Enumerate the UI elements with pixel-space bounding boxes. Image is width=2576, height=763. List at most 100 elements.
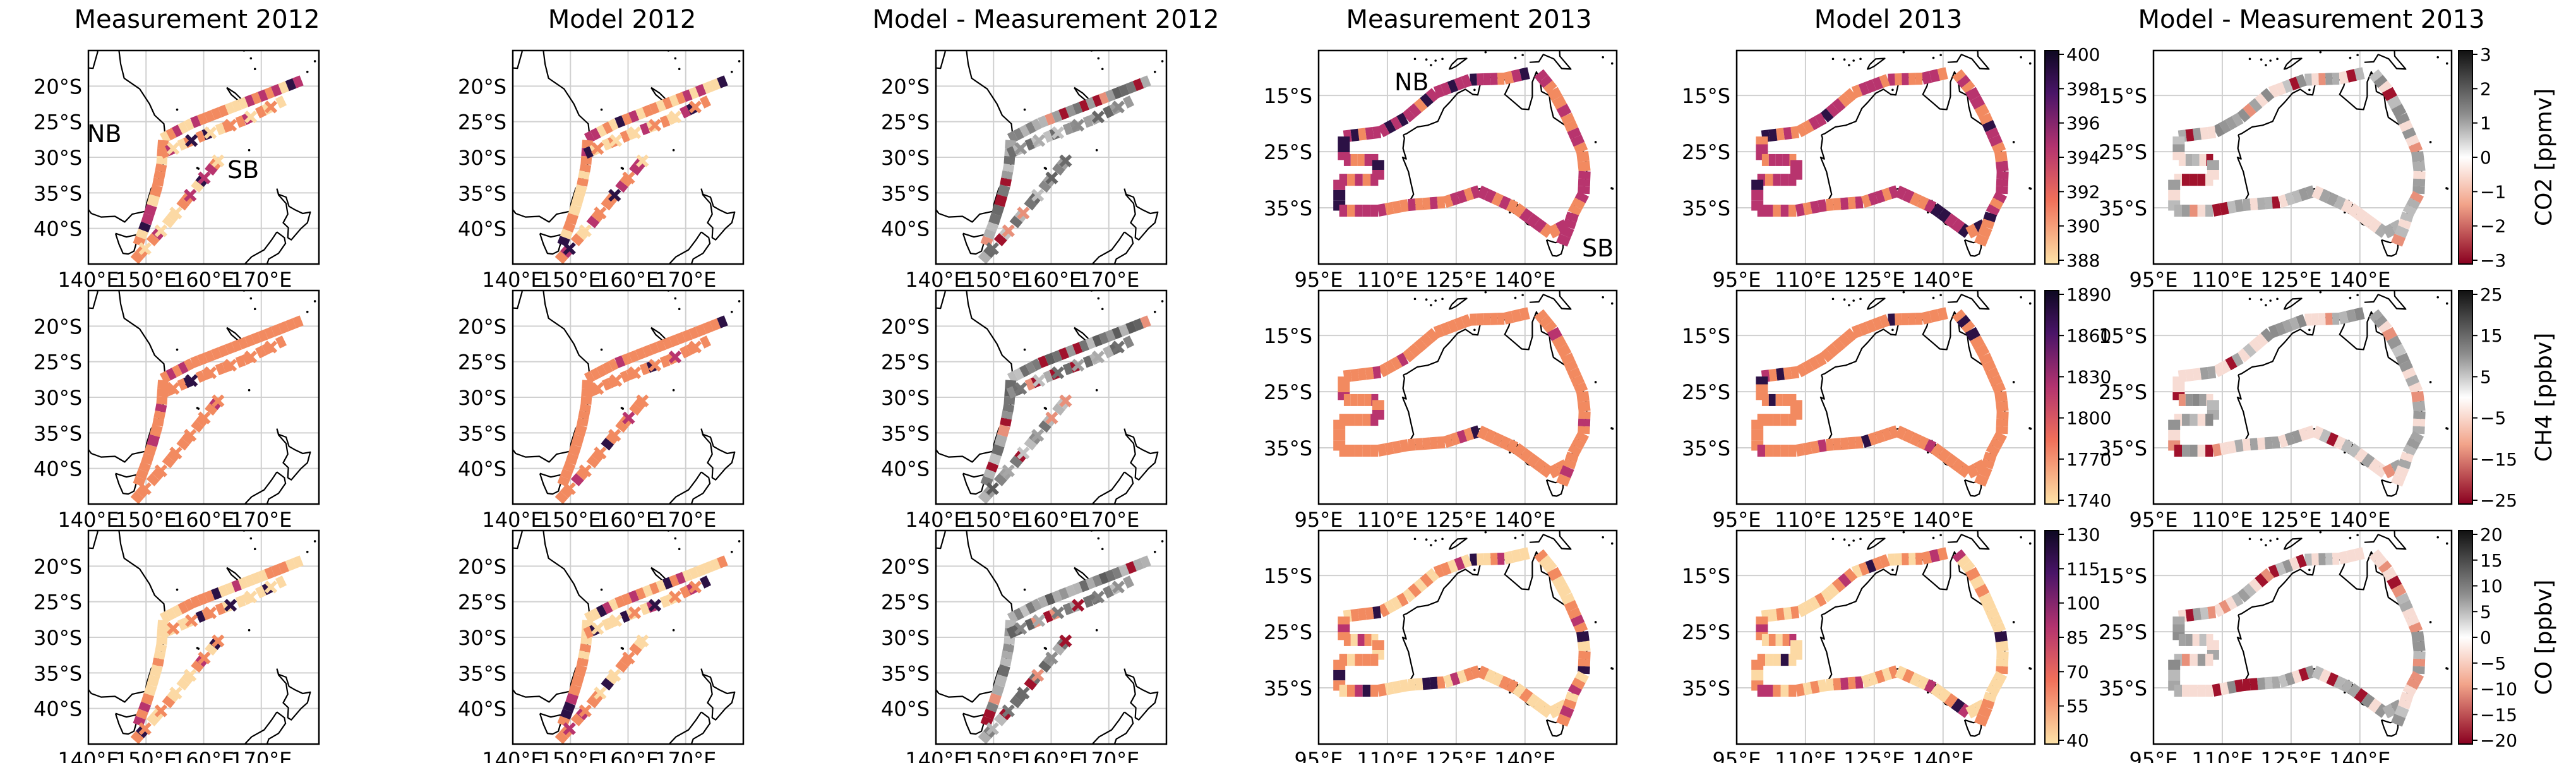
track-segment: [217, 584, 229, 598]
track-segment: [1843, 88, 1858, 102]
island: [1153, 311, 1156, 313]
track-marker: [563, 722, 576, 735]
lon-tick-label: 125°E: [1843, 748, 1905, 763]
track-segment: [1795, 603, 1808, 618]
track-segment: [1986, 204, 2000, 217]
track-segment: [1013, 608, 1024, 621]
track-segment: [1578, 178, 1591, 187]
lat-tick-label: 15°S: [2099, 564, 2147, 588]
colorbar-tick-label: 1740: [2066, 490, 2111, 511]
track-segment: [1895, 665, 1907, 680]
track-segment: [1009, 695, 1023, 709]
track-segment: [1559, 225, 1574, 239]
track-segment: [1965, 87, 1980, 102]
track-segment: [217, 344, 229, 357]
track-segment: [688, 87, 700, 100]
track-marker: [1091, 591, 1105, 604]
track-segment: [1533, 218, 1547, 233]
track-segment: [1440, 321, 1452, 336]
track-segment: [2378, 320, 2392, 334]
track-marker: [167, 382, 180, 395]
track-segment: [570, 713, 584, 726]
track-segment: [1038, 115, 1049, 128]
track-segment: [1538, 315, 1553, 328]
track-segment: [1024, 438, 1038, 451]
track-segment: [176, 438, 190, 451]
track-segment: [1025, 361, 1036, 375]
colorbar-gradient: [2044, 50, 2059, 265]
track-segment: [235, 595, 246, 608]
track-segment: [1977, 465, 1992, 479]
track-segment: [1132, 78, 1144, 92]
track-segment: [590, 128, 601, 141]
island: [1521, 534, 1524, 536]
track-segment: [1982, 120, 1996, 133]
track-segment: [1502, 71, 1514, 85]
track-segment: [205, 643, 218, 656]
track-segment: [557, 476, 570, 487]
track-marker: [224, 119, 237, 132]
track-segment: [993, 473, 1007, 486]
lat-tick-label: 25°S: [458, 591, 506, 615]
track-segment: [215, 363, 226, 376]
track-segment: [649, 582, 660, 595]
track-segment: [993, 713, 1007, 726]
track-segment: [165, 608, 177, 621]
track-marker: [154, 224, 167, 237]
track-segment: [264, 567, 275, 580]
colorbar-tick-label: 10: [2480, 576, 2503, 597]
track-segment: [582, 380, 594, 389]
track-segment: [997, 424, 1010, 438]
track-segment: [191, 180, 204, 193]
island: [85, 238, 87, 241]
track-segment: [554, 251, 568, 264]
island: [831, 483, 834, 486]
island: [2488, 100, 2491, 103]
island: [1902, 291, 1905, 294]
track-segment: [1790, 606, 1800, 619]
lon-tick-label: 150°E: [116, 508, 177, 532]
track-segment: [2260, 568, 2275, 582]
track-segment: [258, 329, 268, 342]
track-segment: [1556, 233, 1571, 247]
track-segment: [983, 708, 996, 720]
track-segment: [1377, 123, 1390, 138]
track-segment: [1422, 677, 1431, 690]
track-segment: [1929, 549, 1940, 563]
lat-tick-label: 25°S: [33, 351, 82, 375]
track-segment: [270, 323, 282, 337]
island: [2269, 539, 2272, 542]
track-segment: [1840, 677, 1849, 690]
track-segment: [1814, 592, 1827, 607]
track-segment: [183, 118, 195, 131]
track-segment: [1833, 678, 1842, 691]
island: [2265, 64, 2267, 66]
track-segment: [1562, 459, 1577, 470]
lat-tick-label: 30°S: [881, 386, 930, 410]
track-segment: [1007, 131, 1019, 144]
track-marker: [668, 111, 682, 124]
track-segment: [2408, 622, 2423, 634]
track-segment: [1562, 219, 1577, 230]
track-segment: [1920, 71, 1932, 85]
track-segment: [251, 572, 262, 585]
island: [796, 3, 799, 6]
track-segment: [1024, 198, 1038, 211]
track-segment: [2219, 359, 2231, 374]
track-segment: [1442, 434, 1454, 448]
coastline: [962, 712, 985, 735]
track-segment: [554, 731, 568, 744]
track-segment: [717, 75, 728, 88]
track-segment: [628, 110, 640, 123]
track-segment: [1979, 592, 1993, 605]
track-segment: [1547, 463, 1561, 479]
lat-tick-label: 15°S: [1264, 564, 1312, 588]
track-segment: [2284, 191, 2296, 206]
colorbar-gradient: [2458, 50, 2473, 265]
island: [249, 57, 253, 60]
track-segment: [2193, 128, 2202, 141]
track-segment: [579, 163, 592, 173]
track-segment: [2405, 135, 2420, 147]
track-segment: [2257, 437, 2266, 450]
track-segment: [1924, 199, 1937, 213]
